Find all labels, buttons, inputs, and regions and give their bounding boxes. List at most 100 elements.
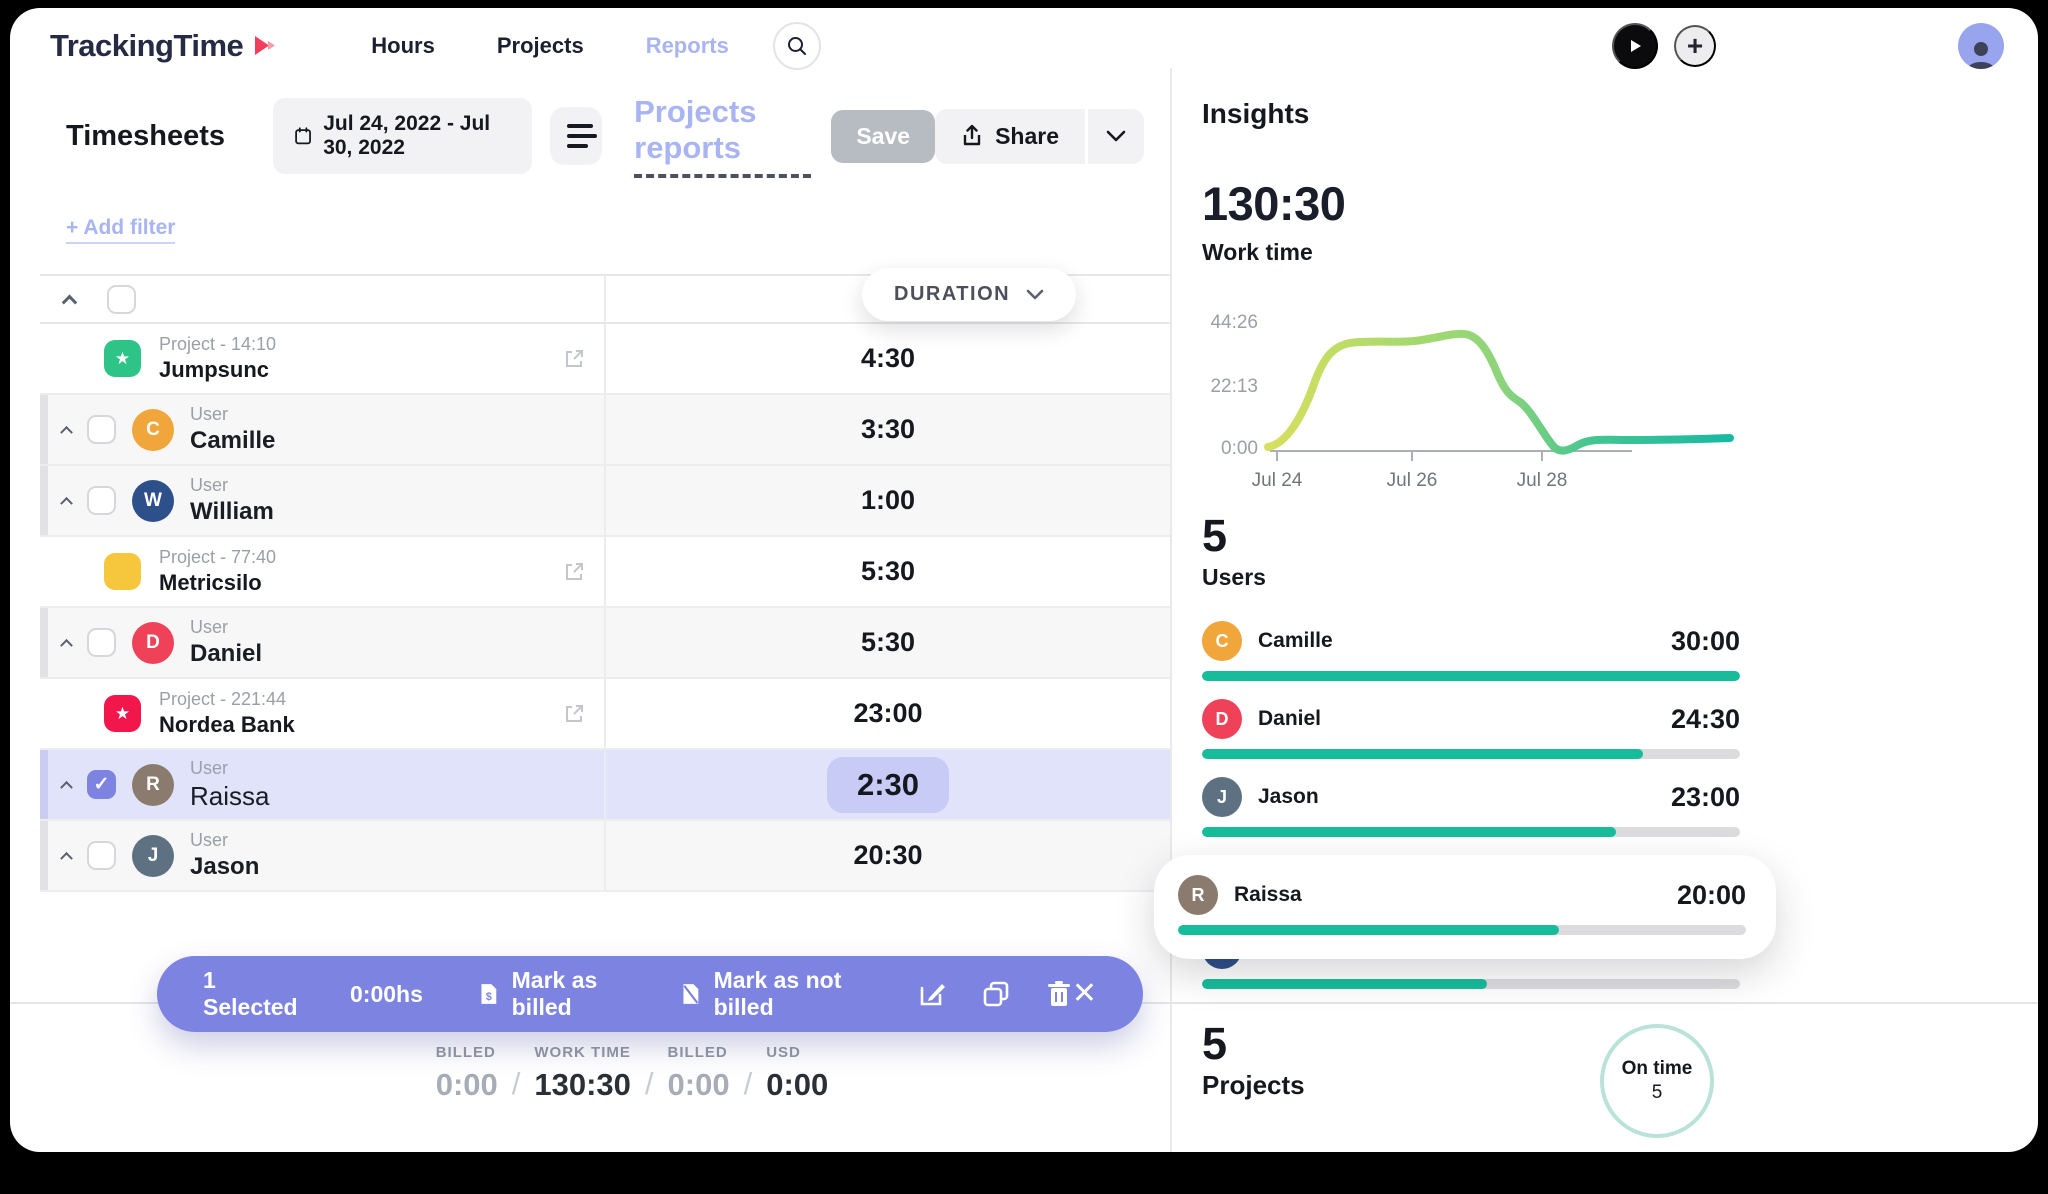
collapse-row-icon[interactable]: [60, 638, 73, 652]
search-icon: [787, 37, 806, 55]
open-external-icon[interactable]: [562, 560, 586, 584]
duration-column-header[interactable]: DURATION: [862, 268, 1077, 321]
table-row-project-metricsilo[interactable]: Project - 77:40 Metricsilo 5:30: [40, 537, 1170, 608]
row-type-label: Project - 77:40: [159, 547, 277, 567]
calendar-icon: [295, 127, 311, 145]
profile-avatar[interactable]: [1958, 23, 2004, 69]
user-bar-item-jason[interactable]: J Jason 23:00: [1202, 777, 1740, 837]
delete-button[interactable]: [1046, 980, 1072, 1008]
report-title-input[interactable]: Projects reports: [634, 94, 812, 178]
user-name: Camille: [1258, 629, 1333, 652]
row-checkbox[interactable]: [87, 628, 116, 657]
search-button[interactable]: [772, 22, 821, 70]
user-bar-item-raissa-highlighted[interactable]: R Raissa 20:00: [1154, 855, 1776, 959]
table-row-user-jason[interactable]: J User Jason 20:30: [40, 821, 1170, 892]
duration-value: 1:00: [860, 485, 916, 515]
brand-play-icon: [255, 36, 276, 55]
table-row-project-jumpsunc[interactable]: ★ Project - 14:10 Jumpsunc 4:30: [40, 324, 1170, 395]
projects-count: 5: [1202, 1018, 1228, 1069]
user-hours: 24:30: [1670, 703, 1740, 734]
share-button[interactable]: Share: [935, 108, 1085, 164]
hours-bar-fill: [1202, 979, 1488, 989]
nav-item-hours[interactable]: Hours: [371, 33, 435, 58]
avatar: R: [1178, 875, 1218, 915]
work-time-line: [1264, 329, 1734, 455]
save-button[interactable]: Save: [831, 109, 936, 163]
hours-bar-fill: [1202, 827, 1617, 837]
open-external-icon[interactable]: [562, 702, 586, 726]
table-row-user-daniel[interactable]: D User Daniel 5:30: [40, 608, 1170, 679]
total-value-usd: 0:00: [766, 1067, 829, 1102]
timesheet-table: DURATION ★: [40, 268, 1170, 892]
duration-value: 3:30: [860, 414, 916, 444]
row-checkbox[interactable]: [87, 486, 116, 515]
users-count-label: Users: [1202, 564, 1266, 590]
duration-value: 5:30: [860, 627, 916, 657]
collapse-all-icon[interactable]: [61, 294, 78, 310]
collapse-row-icon[interactable]: [60, 425, 73, 439]
chevron-down-icon: [1106, 130, 1126, 142]
on-time-indicator: On time 5: [1600, 1024, 1714, 1138]
y-tick-max: 44:26: [1210, 312, 1258, 333]
mark-as-not-billed-label: Mark as not billed: [713, 967, 842, 1020]
avatar: J: [1202, 777, 1242, 817]
row-checkbox[interactable]: [87, 415, 116, 444]
table-row-user-raissa-selected[interactable]: ✓ R User Raissa 2:30: [40, 750, 1170, 821]
row-type-label: Project - 221:44: [159, 689, 287, 709]
user-name: Daniel: [1258, 707, 1322, 730]
total-label: BILLED: [667, 1044, 728, 1061]
avatar: D: [132, 621, 174, 664]
hours-bar-fill: [1178, 925, 1559, 935]
open-external-icon[interactable]: [562, 347, 586, 371]
user-bar-item-camille[interactable]: C Camille 30:00: [1202, 621, 1740, 681]
mark-as-billed-button[interactable]: $ Mark as billed: [479, 967, 637, 1021]
hours-bar-track: [1202, 671, 1740, 681]
report-options-button[interactable]: [550, 107, 603, 165]
row-type-label: User: [190, 404, 229, 424]
topbar-actions: +: [1612, 23, 2004, 69]
date-range-picker[interactable]: Jul 24, 2022 - Jul 30, 2022: [273, 98, 533, 174]
date-range-value: Jul 24, 2022 - Jul 30, 2022: [323, 112, 491, 159]
avatar: J: [132, 834, 174, 877]
add-filter-link[interactable]: + Add filter: [66, 216, 176, 244]
table-row-user-william[interactable]: W User William 1:00: [40, 466, 1170, 537]
brand-logo[interactable]: TrackingTime: [50, 28, 279, 64]
user-hours: 20:00: [1676, 879, 1746, 910]
project-name: Metricsilo: [159, 570, 262, 595]
user-name: William: [190, 498, 274, 525]
x-tick-jul24: Jul 24: [1252, 470, 1303, 491]
user-name: Camille: [190, 427, 276, 454]
row-type-label: User: [190, 830, 229, 850]
close-action-bar-button[interactable]: ✕: [1071, 977, 1097, 1010]
collapse-row-icon[interactable]: [60, 496, 73, 510]
nav-item-reports[interactable]: Reports: [645, 33, 729, 58]
select-all-checkbox[interactable]: [107, 284, 136, 314]
add-button[interactable]: +: [1674, 25, 1716, 67]
collapse-row-icon[interactable]: [60, 851, 73, 865]
selection-action-bar: 1 Selected 0:00hs $ Mark as billed Mark …: [157, 956, 1143, 1032]
duration-header-label: DURATION: [894, 283, 1011, 305]
collapse-row-icon[interactable]: [60, 780, 73, 794]
top-navigation-bar: TrackingTime Hours Projects Reports +: [10, 8, 2038, 70]
start-timer-button[interactable]: [1612, 23, 1658, 69]
divider: /: [511, 1066, 521, 1101]
row-type-label: User: [190, 617, 229, 637]
avatar: D: [1202, 699, 1242, 739]
user-bar-item-daniel[interactable]: D Daniel 24:30: [1202, 699, 1740, 759]
nav-item-projects[interactable]: Projects: [496, 33, 584, 58]
main-nav: Hours Projects Reports: [371, 33, 729, 59]
edit-button[interactable]: [918, 980, 946, 1008]
mark-as-not-billed-button[interactable]: Mark as not billed: [681, 967, 874, 1021]
duplicate-button[interactable]: [982, 980, 1010, 1008]
table-row-project-nordea-bank[interactable]: ★ Project - 221:44 Nordea Bank 23:00: [40, 679, 1170, 750]
avatar: C: [132, 408, 174, 451]
user-name: Jason: [190, 853, 260, 880]
total-label: BILLED: [435, 1044, 496, 1061]
row-checkbox-checked[interactable]: ✓: [87, 770, 116, 799]
row-checkbox[interactable]: [87, 841, 116, 870]
total-label: USD: [766, 1044, 801, 1061]
table-row-user-camille[interactable]: C User Camille 3:30: [40, 395, 1170, 466]
svg-text:$: $: [486, 991, 492, 1003]
share-dropdown-button[interactable]: [1088, 108, 1144, 164]
user-name: Raissa: [190, 780, 270, 811]
